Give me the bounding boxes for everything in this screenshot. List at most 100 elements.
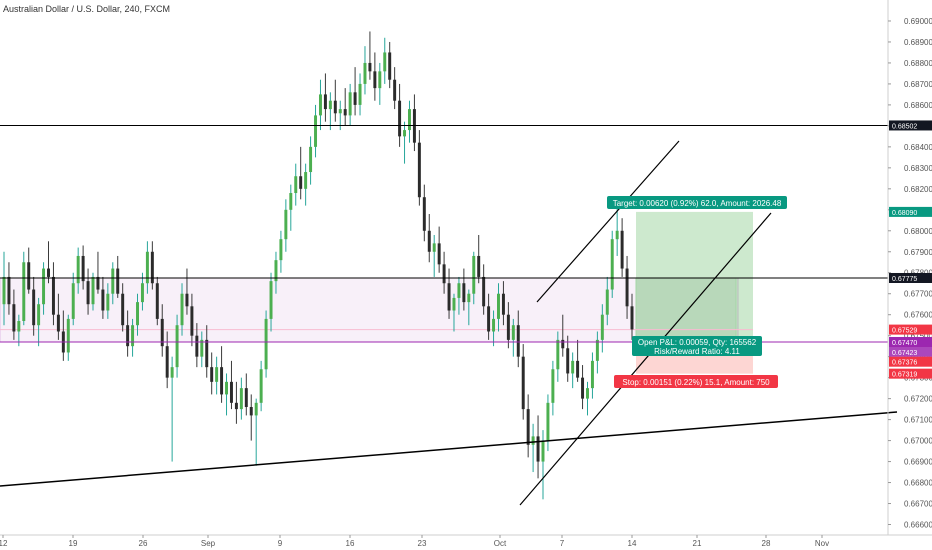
candle-body (274, 260, 278, 282)
time-tick-label: 12 (0, 539, 8, 548)
time-tick-label: Nov (815, 539, 829, 548)
candle-body (620, 230, 624, 269)
candle-body (284, 209, 288, 240)
candle-body (521, 356, 525, 410)
open-pnl-zone (635, 277, 737, 343)
price-tick-label: 0.68900 (904, 38, 932, 47)
candle-body (546, 402, 550, 441)
candle-body (427, 230, 431, 252)
trend-lines[interactable] (0, 140, 898, 506)
candle-body (304, 172, 308, 189)
candle-body (239, 388, 243, 410)
candle-body (437, 243, 441, 265)
time-axis[interactable]: 12 19 26 Sep 9 16 23 Oct 7 14 21 28 Nov (0, 534, 932, 548)
candle-body (497, 293, 500, 319)
price-tag-bg (889, 356, 932, 367)
candle-body (388, 52, 392, 80)
candle-body (309, 146, 313, 173)
candle-body (506, 314, 510, 340)
price-tick-label: 0.67600 (904, 311, 932, 320)
channel-lower-line (519, 212, 772, 506)
candle-body (42, 268, 46, 305)
price-tag-label: 0.67319 (892, 372, 917, 379)
candle-body (610, 239, 614, 290)
target-zone (636, 211, 753, 342)
price-tick-label: 0.68600 (904, 101, 932, 110)
price-tick-label: 0.66800 (904, 479, 932, 488)
pnl-box-bg (632, 336, 762, 356)
price-tick-label: 0.68800 (904, 59, 932, 68)
candles (2, 31, 634, 500)
candle-body (432, 243, 436, 252)
candle-body (259, 369, 263, 403)
channel-upper-line (536, 140, 680, 303)
candle-body (126, 325, 130, 347)
candle-body (190, 306, 194, 336)
candle-body (150, 251, 154, 284)
price-tag-label: 0.67423 (892, 350, 917, 357)
candle-body (343, 109, 347, 116)
candle-body (12, 304, 16, 332)
candle-body (422, 197, 426, 231)
candle-body (482, 276, 486, 307)
candle-body (600, 314, 604, 340)
candle-body (56, 314, 60, 332)
candle-body (294, 176, 298, 194)
price-tick-label: 0.66700 (904, 500, 932, 509)
candle-body (244, 388, 248, 408)
candle-body (71, 283, 75, 319)
price-tick-label: 0.66600 (904, 521, 932, 530)
candle-body (590, 360, 594, 389)
candle-body (556, 339, 560, 370)
target-label: Target: 0.00620 (0.92%) 62.0, Amount: 20… (613, 199, 782, 208)
candle-body (111, 268, 115, 294)
time-tick-label: 14 (628, 539, 637, 548)
candle-body (442, 264, 446, 284)
price-tick-label: 0.67500 (904, 332, 932, 341)
price-tag-bg (889, 206, 932, 217)
candle-body (229, 381, 233, 403)
price-tick-label: 0.68300 (904, 164, 932, 173)
price-axis[interactable]: 0.69000 0.68900 0.68800 0.68700 0.68600 0.685… (887, 0, 932, 535)
candle-body (358, 83, 362, 105)
candle-body (175, 325, 179, 368)
candle-body (17, 321, 21, 332)
candle-body (225, 381, 229, 395)
candle-body (595, 339, 599, 361)
candle-body (487, 306, 491, 332)
candle-body (477, 255, 481, 277)
candle-body (457, 283, 461, 298)
candle-body (22, 262, 26, 321)
price-tick-label: 0.67900 (904, 248, 932, 257)
candle-body (447, 283, 451, 311)
candle-body (180, 293, 184, 326)
candle-body (368, 62, 372, 72)
open-pnl-label: Open P&L: 0.00059, Qty: 165562 (638, 338, 757, 347)
price-tick-label: 0.68200 (904, 185, 932, 194)
target-label-bg (607, 196, 787, 209)
candle-body (269, 281, 273, 319)
candle-body (195, 335, 199, 357)
candle-body (86, 281, 90, 305)
support-trend-line (0, 411, 898, 487)
level-tag-label: 0.68502 (892, 123, 917, 130)
price-tag-bg (889, 324, 932, 335)
candle-body (472, 255, 476, 294)
candle-body (131, 325, 135, 347)
candle-body (155, 283, 159, 319)
candle-body (398, 100, 402, 137)
time-tick-label: 9 (278, 539, 283, 548)
time-tick-label: 28 (762, 539, 771, 548)
long-position-tool[interactable] (0, 211, 753, 374)
candle-body (254, 402, 258, 416)
price-tick-label: 0.67700 (904, 290, 932, 299)
chart-title: Australian Dollar / U.S. Dollar, 240, FX… (3, 4, 170, 14)
candle-body (7, 276, 11, 305)
price-tick-label: 0.67000 (904, 437, 932, 446)
candle-body (328, 100, 332, 110)
candle-body (101, 289, 105, 311)
price-tick-label: 0.68400 (904, 143, 932, 152)
candle-body (210, 367, 214, 382)
candle-body (373, 71, 377, 89)
